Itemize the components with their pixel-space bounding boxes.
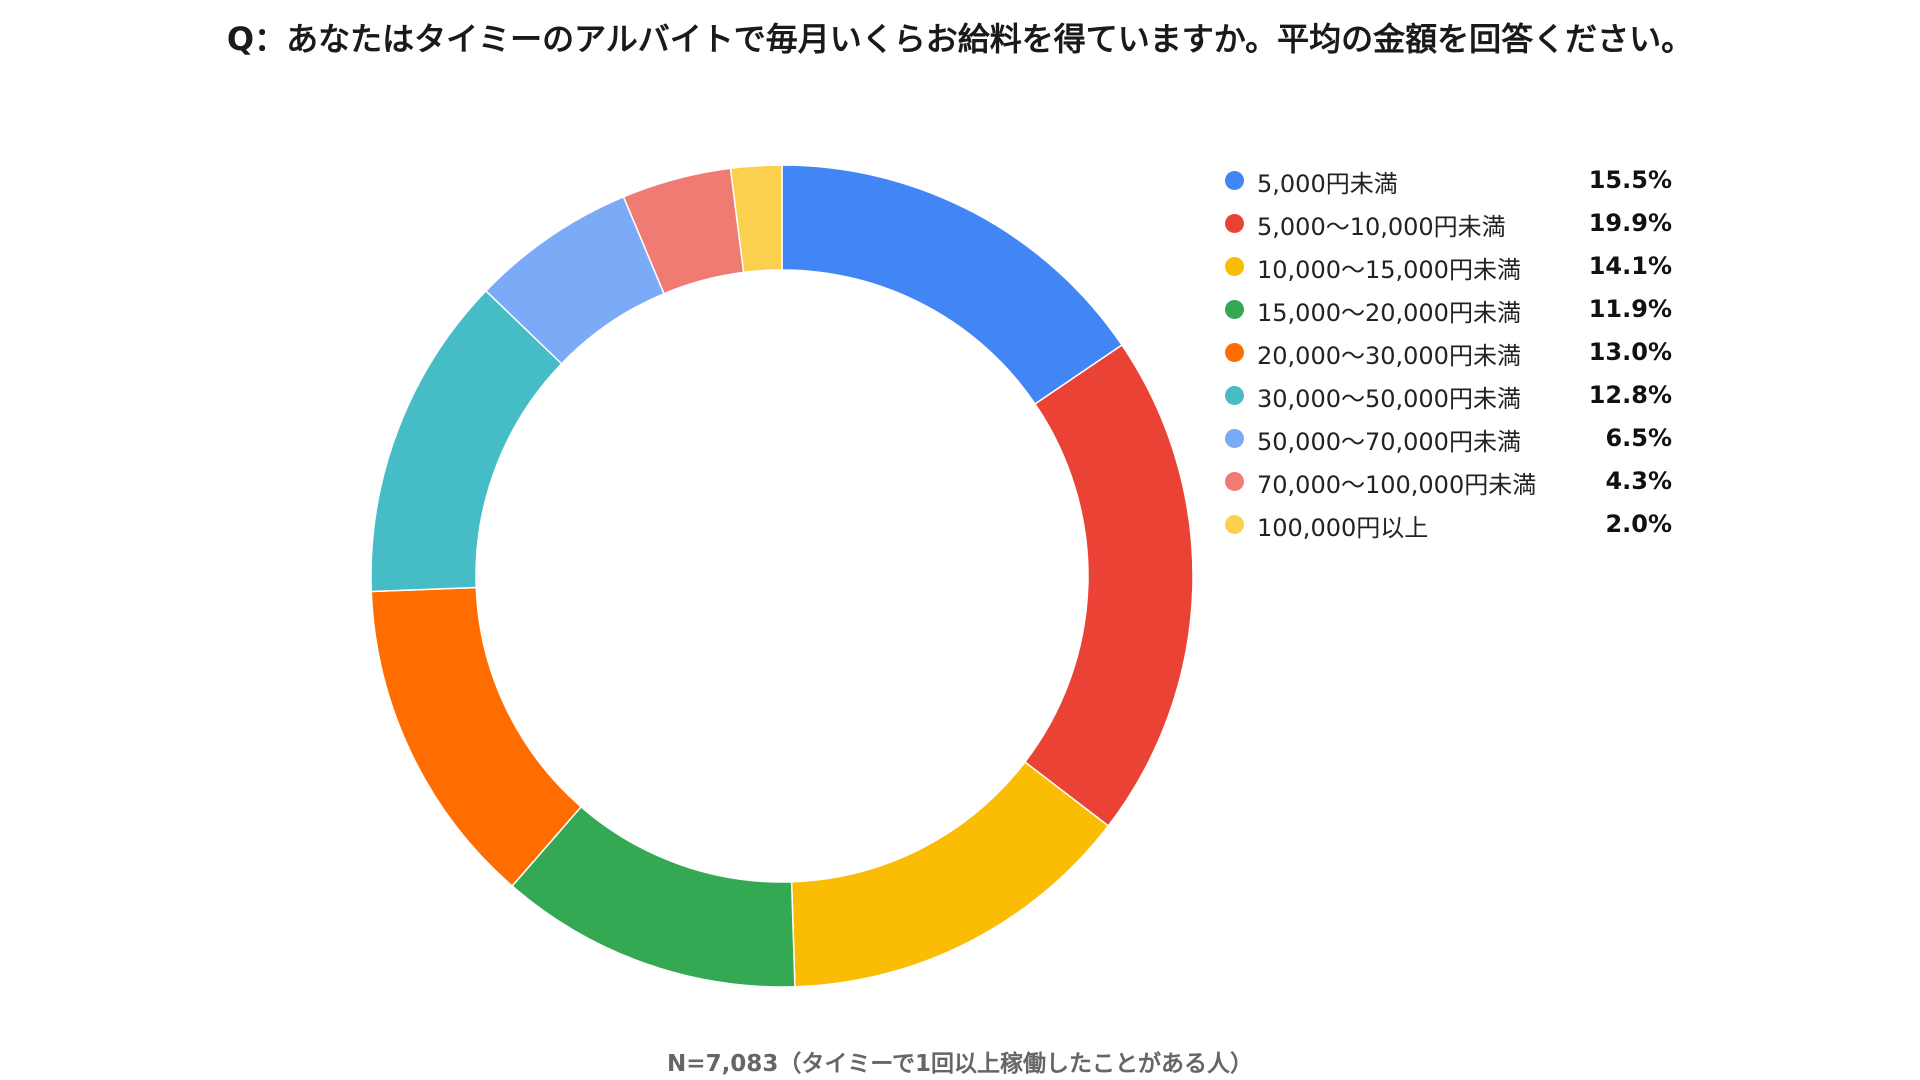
legend-percentage: 6.5% — [1605, 424, 1672, 452]
legend-item-7: 50,000〜70,000円未満 6.5% — [1222, 418, 1682, 461]
legend-label: 5,000円未満 — [1257, 170, 1398, 198]
legend-label: 5,000〜10,000円未満 — [1257, 213, 1506, 241]
legend-item-6: 30,000〜50,000円未満 12.8% — [1222, 375, 1682, 418]
legend-swatch — [1225, 214, 1244, 233]
sample-size-note: N=7,083（タイミーで1回以上稼働したことがある人） — [667, 1051, 1253, 1077]
donut-slice-5 — [370, 586, 583, 888]
legend-percentage: 4.3% — [1605, 467, 1672, 495]
legend-label: 70,000〜100,000円未満 — [1257, 471, 1537, 499]
legend-swatch — [1225, 386, 1244, 405]
legend-item-1: 5,000円未満 15.5% — [1222, 160, 1682, 203]
legend-swatch — [1225, 171, 1244, 190]
legend-label: 10,000〜15,000円未満 — [1257, 256, 1521, 284]
donut-slice-2 — [1023, 343, 1194, 827]
legend-percentage: 14.1% — [1588, 252, 1672, 280]
legend-label: 30,000〜50,000円未満 — [1257, 385, 1521, 413]
legend-swatch — [1225, 429, 1244, 448]
legend-label: 15,000〜20,000円未満 — [1257, 299, 1521, 327]
legend-item-8: 70,000〜100,000円未満 4.3% — [1222, 461, 1682, 504]
legend-item-3: 10,000〜15,000円未満 14.1% — [1222, 246, 1682, 289]
legend-percentage: 12.8% — [1588, 381, 1672, 409]
legend-percentage: 2.0% — [1605, 510, 1672, 538]
donut-slice-1 — [781, 164, 1123, 406]
legend-label: 100,000円以上 — [1257, 514, 1429, 542]
donut-slice-3 — [790, 760, 1110, 988]
legend-item-4: 15,000〜20,000円未満 11.9% — [1222, 289, 1682, 332]
chart-legend: 5,000円未満 15.5% 5,000〜10,000円未満 19.9% 10,000〜… — [1222, 160, 1682, 547]
legend-swatch — [1225, 257, 1244, 276]
legend-item-9: 100,000円以上 2.0% — [1222, 504, 1682, 547]
legend-swatch — [1225, 300, 1244, 319]
donut-slice-9 — [729, 164, 783, 274]
legend-swatch — [1225, 472, 1244, 491]
legend-percentage: 13.0% — [1588, 338, 1672, 366]
legend-label: 20,000〜30,000円未満 — [1257, 342, 1521, 370]
legend-item-2: 5,000〜10,000円未満 19.9% — [1222, 203, 1682, 246]
legend-percentage: 15.5% — [1588, 166, 1672, 194]
legend-swatch — [1225, 343, 1244, 362]
legend-percentage: 19.9% — [1588, 209, 1672, 237]
legend-label: 50,000〜70,000円未満 — [1257, 428, 1521, 456]
legend-swatch — [1225, 515, 1244, 534]
legend-percentage: 11.9% — [1588, 295, 1672, 323]
legend-item-5: 20,000〜30,000円未満 13.0% — [1222, 332, 1682, 375]
chart-title: Q：あなたはタイミーのアルバイトで毎月いくらお給料を得ていますか。平均の金額を回… — [226, 20, 1694, 58]
